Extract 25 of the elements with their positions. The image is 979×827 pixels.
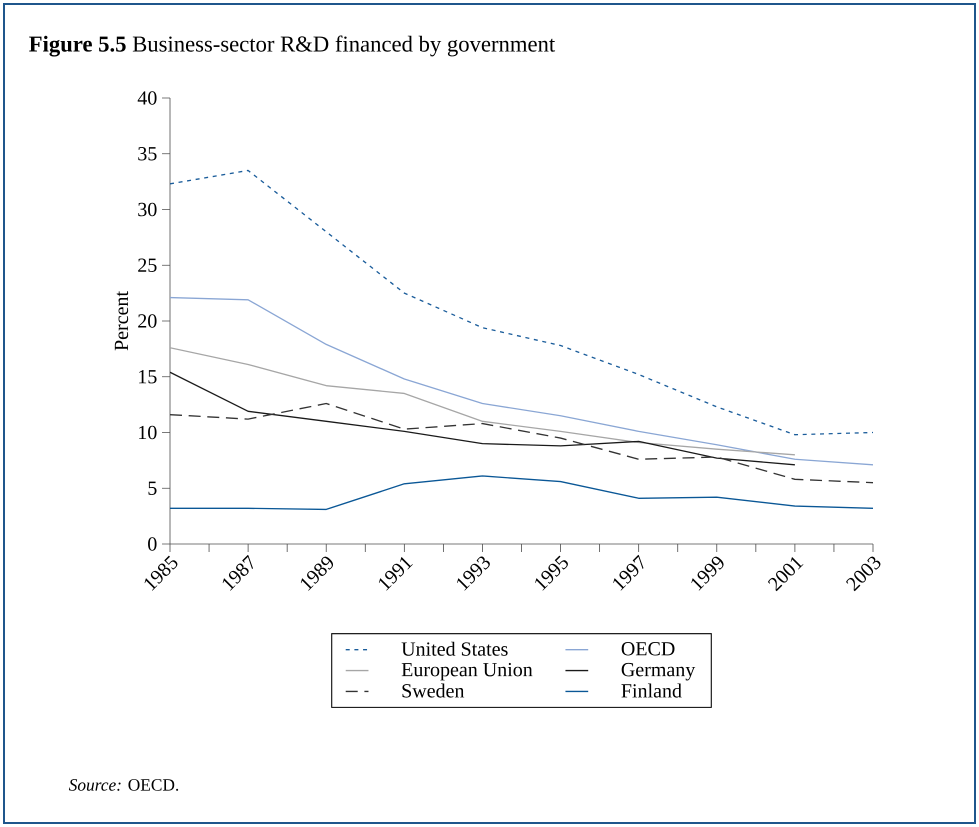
y-tick-label: 15 (139, 370, 157, 384)
legend-label: Finland (621, 684, 682, 698)
line-series (170, 170, 873, 436)
line-series (170, 372, 796, 466)
legend-label: United States (402, 642, 508, 656)
y-tick-label: 10 (139, 426, 157, 440)
x-tick-label: 1991 (378, 557, 413, 591)
y-tick-label: 30 (138, 202, 157, 216)
legend-label: Sweden (402, 684, 464, 698)
line-series (170, 402, 873, 484)
y-tick-label: 20 (138, 314, 157, 328)
y-axis-title: Percent (114, 291, 128, 350)
chart-title: Figure 5.5 Business-sector R&D financed by government (29, 36, 556, 56)
text: Source: OECD. (68, 779, 178, 791)
legend-label: European Union (402, 662, 532, 680)
y-tick-label: 0 (148, 537, 157, 551)
line-series (170, 347, 796, 456)
y-tick-label: 5 (148, 482, 157, 495)
y-tick-label: 35 (138, 147, 157, 160)
legend-label: OECD (622, 642, 675, 656)
y-tick-label: 40 (138, 91, 157, 105)
line-series (170, 475, 873, 510)
line-series (170, 296, 873, 466)
y-tick-label: 25 (138, 258, 157, 272)
legend-label: Germany (622, 662, 696, 680)
